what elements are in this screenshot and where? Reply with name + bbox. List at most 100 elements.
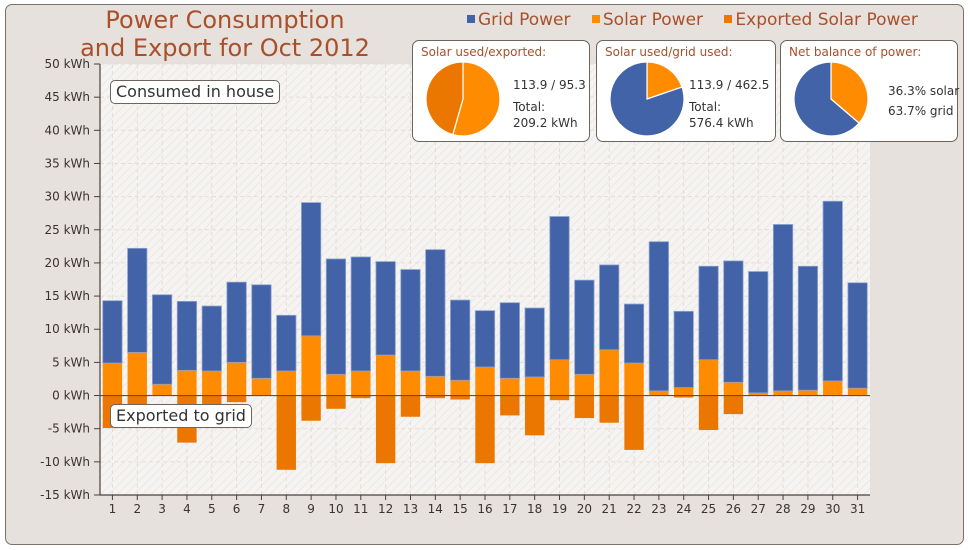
bar-grid-day-13[interactable] bbox=[400, 269, 421, 372]
bar-exported-day-15[interactable] bbox=[450, 395, 470, 400]
legend-item-exported[interactable]: Exported Solar Power bbox=[724, 10, 918, 30]
bar-grid-day-30[interactable] bbox=[822, 200, 843, 382]
bar-grid-day-31[interactable] bbox=[847, 282, 868, 389]
bar-solar-day-8[interactable] bbox=[276, 371, 296, 396]
x-tick-label: 8 bbox=[282, 502, 290, 516]
bar-exported-day-9[interactable] bbox=[301, 395, 321, 421]
bar-solar-day-15[interactable] bbox=[450, 380, 470, 396]
bar-grid-day-28[interactable] bbox=[772, 224, 794, 392]
bar-grid-day-2[interactable] bbox=[127, 247, 148, 353]
legend-item-solar[interactable]: Solar Power bbox=[591, 10, 704, 30]
bar-solar-day-19[interactable] bbox=[549, 359, 570, 396]
bar-solar-day-25[interactable] bbox=[698, 359, 719, 396]
bar-solar-day-31[interactable] bbox=[847, 388, 868, 396]
bar-solar-day-17[interactable] bbox=[500, 378, 520, 396]
bar-exported-day-12[interactable] bbox=[375, 395, 396, 464]
bar-grid-day-21[interactable] bbox=[599, 264, 620, 351]
bar-exported-day-8[interactable] bbox=[276, 395, 296, 470]
bar-solar-day-10[interactable] bbox=[326, 374, 346, 396]
bar-grid-day-14[interactable] bbox=[425, 249, 446, 377]
bar-grid-day-6[interactable] bbox=[226, 281, 247, 363]
legend-label-solar: Solar Power bbox=[602, 10, 704, 30]
bar-solar-day-7[interactable] bbox=[251, 378, 272, 396]
bar-solar-day-26[interactable] bbox=[723, 382, 744, 396]
bar-grid-day-3[interactable] bbox=[152, 294, 173, 385]
bar-grid-day-29[interactable] bbox=[797, 265, 818, 391]
bar-solar-day-23[interactable] bbox=[649, 390, 669, 396]
pie-total-label: Total: bbox=[689, 100, 722, 114]
bar-solar-day-5[interactable] bbox=[202, 371, 222, 396]
bar-grid-day-10[interactable] bbox=[325, 258, 347, 375]
bar-grid-day-15[interactable] bbox=[450, 299, 471, 381]
bar-solar-day-11[interactable] bbox=[351, 371, 371, 396]
bar-exported-day-24[interactable] bbox=[674, 395, 694, 398]
bar-solar-day-29[interactable] bbox=[798, 390, 818, 396]
bar-exported-day-5[interactable] bbox=[202, 395, 222, 406]
bar-solar-day-1[interactable] bbox=[102, 363, 123, 396]
bar-exported-day-21[interactable] bbox=[599, 395, 619, 423]
legend-swatch-solar bbox=[591, 15, 600, 23]
bar-grid-day-9[interactable] bbox=[301, 202, 322, 337]
bar-solar-day-30[interactable] bbox=[823, 380, 843, 396]
bar-solar-day-3[interactable] bbox=[152, 384, 172, 396]
bar-grid-day-25[interactable] bbox=[698, 265, 719, 361]
bar-grid-day-26[interactable] bbox=[723, 260, 744, 383]
bar-grid-day-22[interactable] bbox=[623, 303, 645, 364]
pie-slice-solar-used[interactable] bbox=[452, 61, 501, 137]
bar-exported-day-6[interactable] bbox=[226, 395, 247, 403]
x-tick-label: 1 bbox=[109, 502, 117, 516]
x-tick-label: 14 bbox=[428, 502, 443, 516]
bar-exported-day-18[interactable] bbox=[524, 395, 545, 436]
bar-exported-day-13[interactable] bbox=[400, 395, 421, 417]
bar-grid-day-12[interactable] bbox=[375, 261, 396, 356]
bar-solar-day-21[interactable] bbox=[599, 349, 619, 396]
bar-grid-day-23[interactable] bbox=[648, 241, 669, 392]
bar-solar-day-16[interactable] bbox=[475, 367, 495, 396]
bar-grid-day-17[interactable] bbox=[499, 302, 520, 379]
bar-exported-day-16[interactable] bbox=[475, 395, 495, 464]
pie-slice-grid-used[interactable] bbox=[609, 61, 685, 137]
pie-slice-grid[interactable] bbox=[793, 61, 860, 137]
bar-exported-day-11[interactable] bbox=[351, 395, 371, 399]
pie-total-value: 576.4 kWh bbox=[689, 116, 754, 130]
pie-slice-exported[interactable] bbox=[425, 61, 464, 136]
bar-grid-day-19[interactable] bbox=[549, 216, 570, 361]
bar-grid-day-4[interactable] bbox=[176, 300, 198, 371]
bar-exported-day-20[interactable] bbox=[574, 395, 595, 419]
bar-solar-day-14[interactable] bbox=[425, 376, 446, 396]
bar-solar-day-24[interactable] bbox=[674, 387, 694, 396]
bar-exported-day-2[interactable] bbox=[127, 395, 147, 406]
bar-exported-day-25[interactable] bbox=[698, 395, 719, 431]
bar-solar-day-27[interactable] bbox=[748, 392, 768, 396]
bar-exported-day-26[interactable] bbox=[723, 395, 744, 415]
bar-solar-day-2[interactable] bbox=[127, 352, 147, 396]
bar-grid-day-24[interactable] bbox=[673, 310, 694, 388]
bar-solar-day-18[interactable] bbox=[524, 376, 545, 396]
bar-grid-day-11[interactable] bbox=[350, 256, 371, 372]
y-tick-label: 25 kWh bbox=[44, 223, 90, 237]
bar-exported-day-17[interactable] bbox=[500, 395, 520, 416]
bar-solar-day-9[interactable] bbox=[301, 335, 321, 396]
bar-solar-day-13[interactable] bbox=[400, 371, 421, 396]
bar-solar-day-20[interactable] bbox=[574, 374, 595, 396]
bar-solar-day-12[interactable] bbox=[375, 355, 396, 396]
legend: Grid Power Solar Power Exported Solar Po… bbox=[467, 10, 934, 30]
bar-grid-day-27[interactable] bbox=[748, 271, 769, 394]
pie-slice-solar[interactable] bbox=[830, 61, 869, 124]
bar-grid-day-1[interactable] bbox=[102, 300, 123, 364]
bar-grid-day-7[interactable] bbox=[251, 284, 272, 379]
bar-exported-day-14[interactable] bbox=[425, 395, 446, 399]
bar-grid-day-8[interactable] bbox=[276, 314, 297, 372]
bar-solar-day-28[interactable] bbox=[773, 390, 793, 396]
bar-exported-day-19[interactable] bbox=[549, 395, 570, 401]
bar-grid-day-5[interactable] bbox=[201, 305, 222, 372]
bar-grid-day-16[interactable] bbox=[474, 310, 496, 368]
bar-solar-day-22[interactable] bbox=[624, 363, 644, 396]
bar-grid-day-18[interactable] bbox=[524, 307, 545, 378]
bar-grid-day-20[interactable] bbox=[574, 279, 595, 375]
legend-item-grid[interactable]: Grid Power bbox=[467, 10, 570, 30]
bar-exported-day-22[interactable] bbox=[624, 395, 644, 450]
bar-solar-day-4[interactable] bbox=[177, 370, 197, 396]
bar-solar-day-6[interactable] bbox=[226, 362, 247, 396]
bar-exported-day-10[interactable] bbox=[326, 395, 346, 409]
